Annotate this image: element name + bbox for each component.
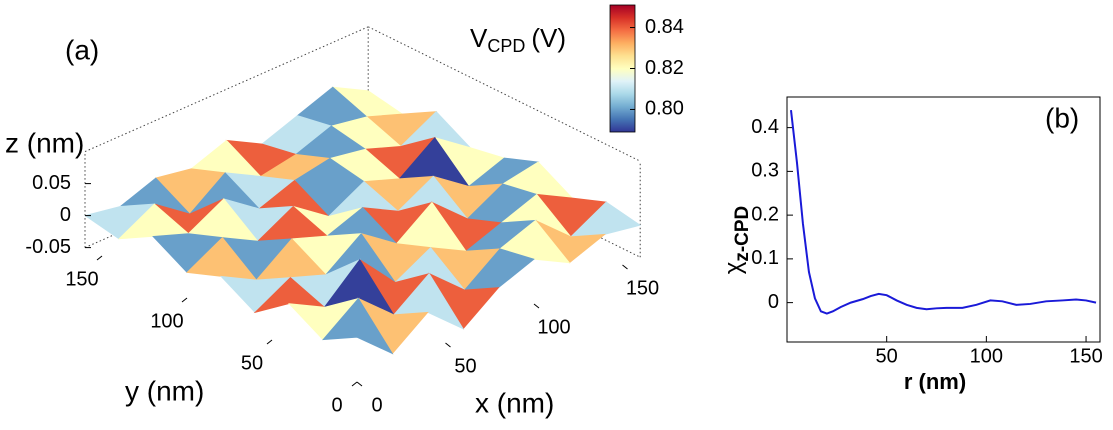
x-tick-label: 150 xyxy=(626,277,659,299)
colorbar-tick-label: 0.84 xyxy=(645,16,684,38)
z-tick-label: -0.05 xyxy=(25,236,71,258)
x-tick-label: 50 xyxy=(454,355,476,377)
y-axis-label-sub: z-CPD xyxy=(732,206,753,262)
z-axis-label: z (nm) xyxy=(5,127,84,158)
panel-label: (a) xyxy=(65,34,99,65)
x-tick-label: 100 xyxy=(537,316,570,338)
x-tick xyxy=(445,342,451,348)
y-tick xyxy=(96,255,103,261)
y-tick-label: 0 xyxy=(768,291,779,313)
line-series xyxy=(789,110,1097,315)
colorbar-unit: (V) xyxy=(531,23,566,53)
y-tick-label: 0.4 xyxy=(751,116,779,138)
colorbar-tick-label: 0.82 xyxy=(645,57,684,79)
x-tick-label: 100 xyxy=(970,345,1003,367)
x-axis-label: r (nm) xyxy=(904,369,966,394)
y-tick xyxy=(266,339,273,345)
y-tick-label: 50 xyxy=(241,352,263,374)
x-tick xyxy=(533,303,540,309)
y-axis-label: y (nm) xyxy=(125,375,204,406)
x-tick-label: 0 xyxy=(371,394,382,416)
box-edge xyxy=(367,26,641,162)
y-tick-label: 0 xyxy=(331,394,342,416)
z-tick-label: 0.05 xyxy=(32,172,71,194)
x-tick-label: 50 xyxy=(876,345,898,367)
y-axis-label: χz-CPD xyxy=(720,206,753,275)
colorbar-title: VCPD (V) xyxy=(470,23,566,56)
y-tick xyxy=(351,381,358,387)
y-tick-label: 0.3 xyxy=(751,160,779,182)
surface-cell xyxy=(322,297,394,355)
x-tick xyxy=(622,264,628,270)
panel-label: (b) xyxy=(1045,102,1079,133)
colorbar-title-sub: CPD xyxy=(487,36,525,56)
x-tick xyxy=(356,381,363,387)
y-axis-label-main: χ xyxy=(720,261,747,274)
colorbar-tick-label: 0.80 xyxy=(645,98,684,120)
plot-frame xyxy=(786,96,1101,343)
y-tick-label: 100 xyxy=(150,310,183,332)
y-tick-label: 150 xyxy=(65,268,98,290)
x-tick-label: 150 xyxy=(1069,345,1102,367)
y-tick-label: 0.1 xyxy=(751,247,779,269)
z-tick-label: 0 xyxy=(60,204,71,226)
y-tick-label: 0.2 xyxy=(751,203,779,225)
colorbar-title-main: V xyxy=(470,23,488,53)
x-axis-label: x (nm) xyxy=(475,387,554,418)
y-tick xyxy=(181,297,188,303)
